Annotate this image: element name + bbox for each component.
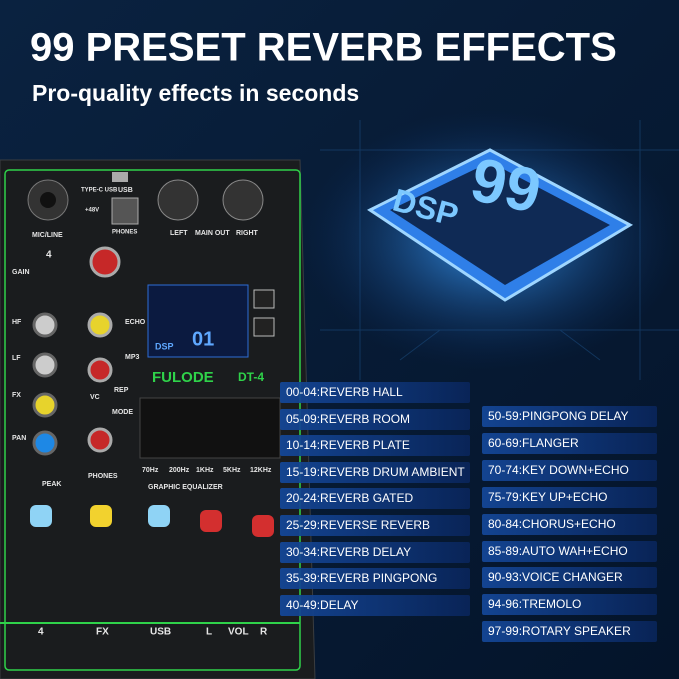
mixer	[0, 159, 316, 679]
effect-item: 30-34:REVERB DELAY	[280, 541, 470, 563]
brand: FULODE	[152, 369, 214, 386]
effect-item: 90-93:VOICE CHANGER	[482, 567, 657, 589]
effect-item: 50-59:PINGPONG DELAY	[482, 406, 657, 427]
effect-item: 97-99:ROTARY SPEAKER	[482, 621, 657, 643]
display-mode: DSP	[155, 341, 174, 351]
label: VC	[90, 394, 100, 401]
fader-labels: 4 FX USB L VOL R	[38, 627, 268, 638]
label: PHONES	[112, 230, 137, 236]
effect-item: 70-74:KEY DOWN+ECHO	[482, 459, 657, 481]
label: LEFT	[170, 230, 188, 237]
label: PEAK	[42, 481, 61, 488]
eq-band: 5KHz	[223, 467, 241, 474]
label: 4	[46, 250, 52, 261]
model: DT-4	[238, 370, 264, 384]
eq-band: 12KHz	[250, 467, 272, 474]
fader-label: R	[260, 627, 268, 638]
display-program: 01	[192, 328, 214, 350]
label: MIC/LINE	[32, 232, 63, 239]
label: LF	[12, 355, 21, 362]
label: ECHO	[125, 319, 146, 326]
label: PHONES	[88, 473, 118, 480]
effect-item: 10-14:REVERB PLATE	[280, 435, 470, 457]
effect-item: 80-84:CHORUS+ECHO	[482, 513, 657, 535]
label: MP3	[125, 354, 140, 361]
effect-item: 75-79:KEY UP+ECHO	[482, 486, 657, 508]
fader-label: FX	[96, 627, 109, 638]
label: MAIN OUT	[195, 230, 230, 237]
fader-label: L	[206, 627, 212, 638]
eq-band: 200Hz	[169, 467, 190, 474]
mixer-labels: MIC/LINE TYPE-C USB USB PHONES +48V LEFT…	[12, 187, 264, 491]
label: USB	[118, 187, 133, 194]
eq-bands: 70Hz 200Hz 1KHz 5KHz 12KHz	[142, 467, 272, 474]
effect-item: 00-04:REVERB HALL	[280, 382, 470, 403]
title: 99 PRESET REVERB EFFECTS	[30, 26, 617, 70]
fader-label: USB	[150, 627, 171, 638]
effect-item: 15-19:REVERB DRUM AMBIENT	[280, 461, 470, 483]
fader-label: VOL	[228, 627, 249, 638]
eq-title: GRAPHIC EQUALIZER	[148, 484, 223, 491]
effect-item: 20-24:REVERB GATED	[280, 488, 470, 510]
label: FX	[12, 392, 21, 399]
label: REP	[114, 387, 129, 394]
label: PAN	[12, 435, 26, 442]
chip-number: 99	[465, 145, 547, 227]
eq-band: 1KHz	[196, 467, 214, 474]
effect-item: 25-29:REVERSE REVERB	[280, 515, 470, 536]
subtitle: Pro-quality effects in seconds	[32, 80, 359, 106]
label: GAIN	[12, 269, 30, 276]
label: HF	[12, 319, 22, 326]
fader-label: 4	[38, 627, 44, 638]
effect-item: 40-49:DELAY	[280, 594, 470, 616]
effect-item: 35-39:REVERB PINGPONG	[280, 568, 470, 590]
label: TYPE-C USB	[81, 188, 118, 194]
label: RIGHT	[236, 230, 259, 237]
effect-item: 60-69:FLANGER	[482, 432, 657, 454]
effect-item: 85-89:AUTO WAH+ECHO	[482, 540, 657, 562]
label: +48V	[85, 208, 99, 214]
label: MODE	[112, 409, 133, 416]
effect-item: 05-09:REVERB ROOM	[280, 408, 470, 430]
eq-band: 70Hz	[142, 467, 159, 474]
chip-top	[390, 162, 610, 285]
effect-item: 94-96:TREMOLO	[482, 594, 657, 616]
